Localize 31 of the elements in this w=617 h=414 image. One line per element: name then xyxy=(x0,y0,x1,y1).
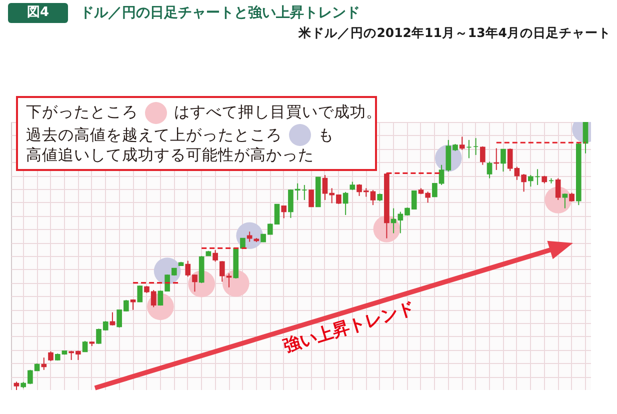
candlestick xyxy=(466,139,472,159)
annotation: も xyxy=(318,124,334,146)
annotation: 高値追いして成功する可能性が高かった xyxy=(26,145,314,166)
chart-subtitle: 米ドル／円の2012年11月～13年4月の日足チャート xyxy=(298,24,611,42)
candlestick xyxy=(48,350,54,362)
candlestick xyxy=(480,146,486,166)
chart-title: ドル／円の日足チャートと強い上昇トレンド xyxy=(80,4,360,23)
candlestick xyxy=(212,250,218,262)
candlestick xyxy=(459,136,465,150)
candlestick xyxy=(548,178,554,184)
candlestick xyxy=(582,122,588,154)
candlestick xyxy=(562,193,568,209)
candlestick xyxy=(473,138,478,156)
annotation: 強い上昇トレンド xyxy=(280,297,418,358)
candlestick xyxy=(82,340,88,352)
candlestick xyxy=(41,357,47,370)
text: はすべて押し目買いで成功。 xyxy=(174,102,382,124)
caption: 図4 xyxy=(8,3,68,23)
candlestick xyxy=(342,191,348,216)
candlestick xyxy=(555,178,561,200)
candlestick xyxy=(110,312,116,326)
candlestick xyxy=(528,174,534,188)
annotation: 過去の高値を越えて上がったところ xyxy=(26,124,282,146)
candlestick xyxy=(302,184,308,200)
candlestick xyxy=(500,148,506,172)
candlestick xyxy=(281,205,287,219)
candlestick xyxy=(534,168,540,186)
candlestick xyxy=(308,189,314,208)
candlestick xyxy=(246,231,252,242)
text: 下がったところ xyxy=(26,102,138,124)
candlestick xyxy=(486,161,492,179)
